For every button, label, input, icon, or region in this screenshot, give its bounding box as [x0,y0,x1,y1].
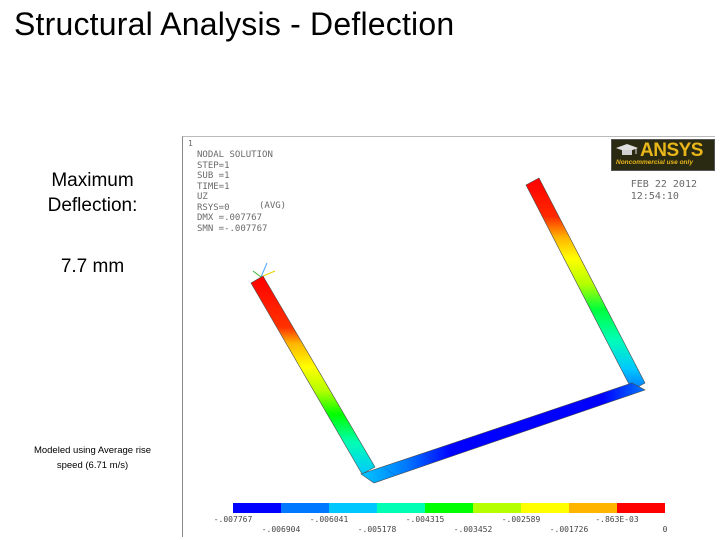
legend-value-label: -.001726 [549,525,589,534]
left-member [250,275,376,475]
avg-label: (AVG) [259,201,287,211]
legend-value-label: -.003452 [453,525,493,534]
date-text: FEB 22 2012 [630,179,697,190]
legend-value-label: -.005178 [357,525,397,534]
deflection-contour-model [250,177,646,484]
model-note: Modeled using Average rise speed (6.71 m… [20,443,165,473]
legend-color-swatch [569,503,617,513]
legend-value-label: -.006041 [309,515,349,524]
graduation-cap-icon [616,144,638,155]
legend-color-swatch [329,503,377,513]
ansys-logo: ANSYS Noncommercial use only [611,139,715,171]
legend-value-label: -.002589 [501,515,541,524]
coordinate-triad-icon [252,262,276,278]
legend-color-swatch [521,503,569,513]
legend-color-swatch [233,503,281,513]
time-text: 12:54:10 [630,191,679,202]
legend-labels: -.007767 -.006904 -.006041 -.005178 -.00… [183,515,715,537]
solution-info-line: STEP=1 [197,160,230,171]
legend-value-label: -.863E-03 [595,515,639,524]
window-number: 1 [188,139,193,148]
solution-info-line: SUB =1 [197,171,230,181]
solution-info-line: DMX =.007767 [197,213,263,223]
legend-value-label: -.006904 [261,525,301,534]
solution-info-line: SMN =-.007767 [197,223,268,234]
max-deflection-label-line-2: Deflection: [47,195,138,216]
solution-info-line: TIME=1 [197,181,230,192]
ansys-logo-text: ANSYS [640,140,703,161]
ansys-logo-subtext: Noncommercial use only [616,159,693,166]
model-note-line-1: Modeled using Average rise [33,445,152,456]
legend-color-swatch [617,503,665,513]
legend-value-label: -.007767 [213,515,253,524]
legend-value-label: 0 [662,525,668,534]
ansys-result-viewport: 1 NODAL SOLUTION STEP=1 SUB =1 TIME=1 UZ… [182,136,715,537]
legend-color-swatch [425,503,473,513]
slide-title: Structural Analysis - Deflection [14,6,455,42]
legend-color-swatch [281,503,329,513]
max-deflection-value: 7.7 mm [60,256,125,277]
legend-value-label: -.004315 [405,515,445,524]
timestamp: FEB 22 2012 12:54:10 [631,179,697,203]
solution-info-line: NODAL SOLUTION [197,150,273,160]
solution-info-line: RSYS=0 [197,202,230,213]
right-member [525,177,646,391]
legend-color-swatch [473,503,521,513]
contour-legend-bar [233,503,665,513]
mesh-lines [382,398,596,476]
bottom-member [360,382,646,484]
solution-info: NODAL SOLUTION STEP=1 SUB =1 TIME=1 UZ R… [197,150,273,234]
model-note-line-2: speed (6.71 m/s) [56,460,129,471]
legend-color-swatch [377,503,425,513]
max-deflection-label-line-1: Maximum [51,170,134,191]
solution-info-line: UZ [197,192,208,202]
max-deflection-label: Maximum Deflection: [20,168,165,218]
